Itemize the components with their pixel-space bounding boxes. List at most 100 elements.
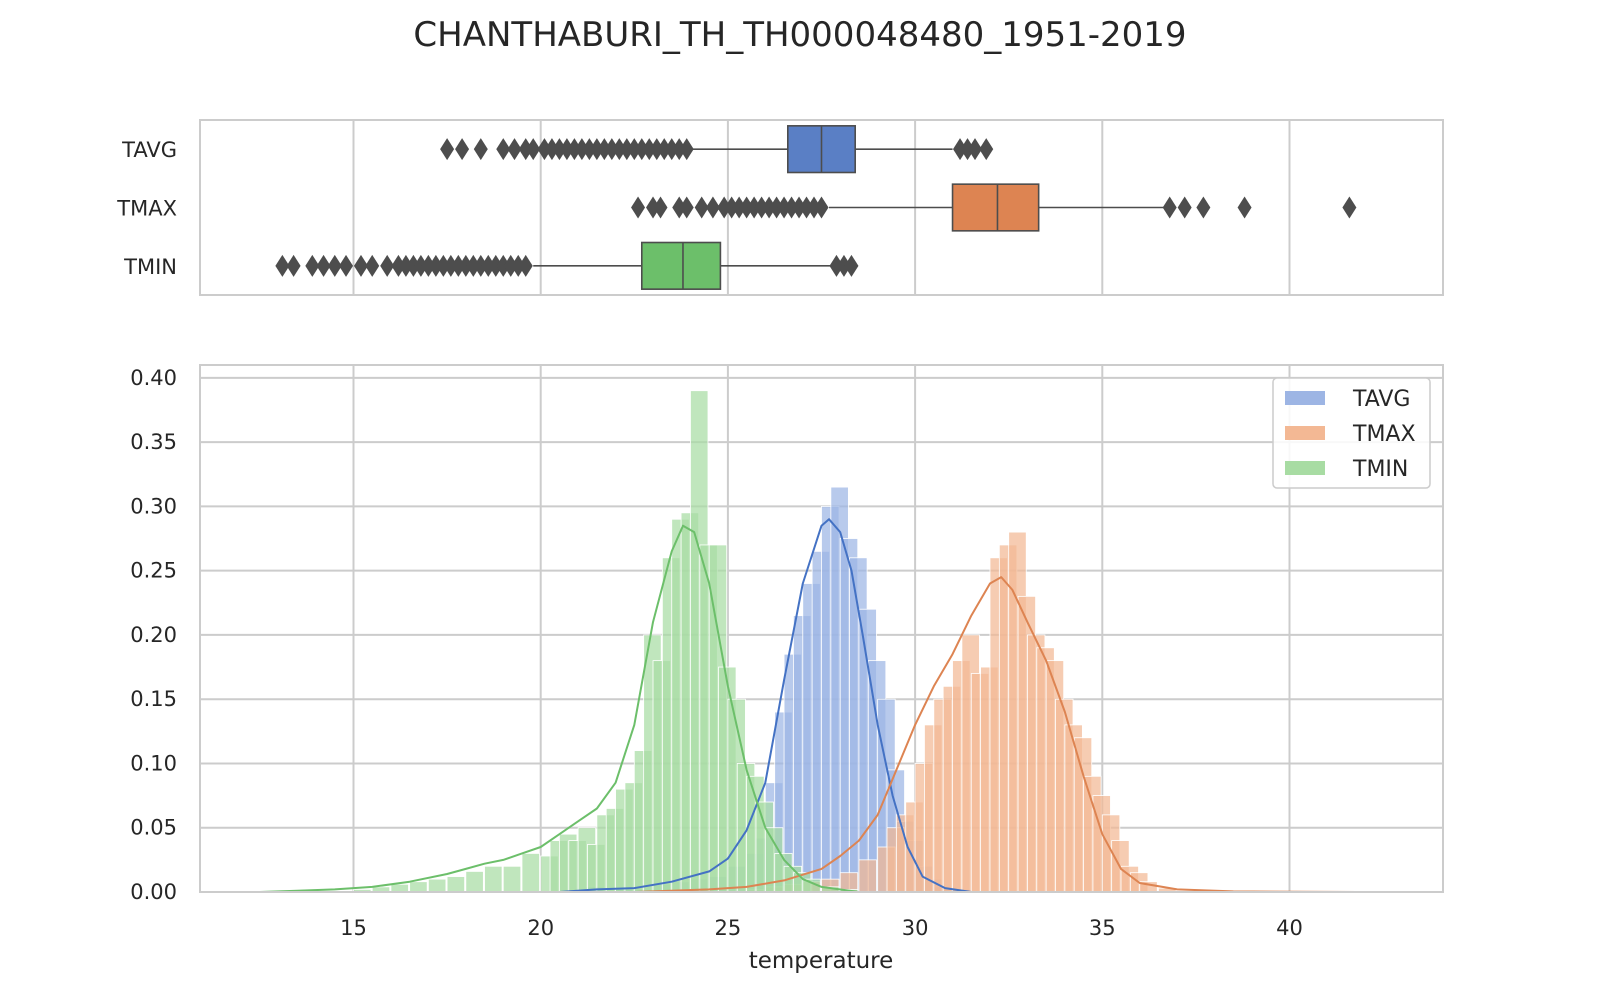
legend-swatch-tavg bbox=[1285, 391, 1325, 405]
outlier-marker bbox=[960, 138, 975, 161]
outlier-marker bbox=[440, 138, 455, 161]
boxplot-panel: TAVG TMAX TMIN bbox=[116, 119, 1444, 296]
outlier-marker bbox=[327, 254, 342, 277]
outlier-marker bbox=[642, 138, 657, 161]
outlier-marker bbox=[762, 196, 777, 219]
x-tick-label: 20 bbox=[527, 916, 554, 940]
histogram-bar-tmin bbox=[446, 876, 466, 893]
outlier-marker bbox=[732, 196, 747, 219]
x-tick-label: 40 bbox=[1276, 916, 1303, 940]
outlier-marker bbox=[829, 254, 844, 277]
outlier-marker bbox=[488, 254, 503, 277]
outlier-marker bbox=[784, 196, 799, 219]
box-iqr bbox=[951, 183, 1040, 232]
outlier-marker bbox=[1196, 196, 1211, 219]
x-tick-label: 35 bbox=[1089, 916, 1116, 940]
outlier-marker bbox=[507, 138, 522, 161]
outlier-marker bbox=[466, 254, 481, 277]
legend-frame bbox=[1272, 377, 1431, 489]
outlier-marker bbox=[567, 138, 582, 161]
outlier-marker bbox=[799, 196, 814, 219]
outlier-marker bbox=[455, 138, 470, 161]
histogram-kde-lines bbox=[259, 518, 1357, 893]
outlier-marker bbox=[339, 254, 354, 277]
boxplot-tmax bbox=[631, 183, 1357, 232]
outlier-marker bbox=[619, 138, 634, 161]
outlier-marker bbox=[443, 254, 458, 277]
outlier-marker bbox=[496, 138, 511, 161]
outlier-marker bbox=[597, 138, 612, 161]
outlier-marker bbox=[604, 138, 619, 161]
boxplot-label-tavg: TAVG bbox=[121, 138, 177, 162]
histogram-bar-tmin bbox=[484, 865, 503, 893]
outlier-marker bbox=[398, 254, 413, 277]
outlier-marker bbox=[1237, 196, 1252, 219]
outlier-marker bbox=[1162, 196, 1177, 219]
outlier-marker bbox=[589, 138, 604, 161]
kde-line-tmax bbox=[634, 576, 1357, 893]
boxplot-label-tmax: TMAX bbox=[116, 197, 177, 221]
outlier-marker bbox=[436, 254, 451, 277]
outlier-marker bbox=[754, 196, 769, 219]
outlier-marker bbox=[559, 138, 574, 161]
kde-line-tavg bbox=[559, 518, 972, 893]
legend: TAVG TMAX TMIN bbox=[1272, 377, 1431, 489]
histogram-bar-tmin bbox=[465, 871, 484, 893]
outlier-marker bbox=[511, 254, 526, 277]
legend-label-tmin: TMIN bbox=[1352, 457, 1408, 482]
outlier-marker bbox=[365, 254, 380, 277]
y-tick-label: 0.00 bbox=[130, 880, 177, 904]
outlier-marker bbox=[769, 196, 784, 219]
legend-label-tmax: TMAX bbox=[1352, 422, 1416, 447]
y-tick-label: 0.35 bbox=[130, 430, 177, 454]
outlier-marker bbox=[451, 254, 466, 277]
boxplot-tmin bbox=[275, 241, 859, 290]
outlier-marker bbox=[717, 196, 732, 219]
outlier-marker bbox=[679, 138, 694, 161]
boxplot-tavg bbox=[440, 125, 994, 174]
box-iqr bbox=[640, 241, 722, 290]
outlier-marker bbox=[672, 196, 687, 219]
outlier-marker bbox=[653, 196, 668, 219]
boxplot-category-labels: TAVG TMAX TMIN bbox=[116, 138, 177, 279]
outlier-marker bbox=[526, 138, 541, 161]
x-tick-label: 25 bbox=[715, 916, 742, 940]
outlier-marker bbox=[968, 138, 983, 161]
outlier-marker bbox=[413, 254, 428, 277]
outlier-marker bbox=[792, 196, 807, 219]
outlier-marker bbox=[844, 254, 859, 277]
outlier-marker bbox=[694, 196, 709, 219]
outlier-marker bbox=[777, 196, 792, 219]
outlier-marker bbox=[544, 138, 559, 161]
outlier-marker bbox=[646, 196, 661, 219]
y-tick-label: 0.40 bbox=[130, 366, 177, 390]
histogram-bar-tmin bbox=[390, 883, 409, 893]
y-tick-label: 0.10 bbox=[130, 751, 177, 775]
outlier-marker bbox=[458, 254, 473, 277]
outlier-marker bbox=[582, 138, 597, 161]
x-tick-labels: 15 20 25 30 35 40 bbox=[340, 916, 1303, 940]
outlier-marker bbox=[353, 254, 368, 277]
y-tick-label: 0.05 bbox=[130, 816, 177, 840]
boxplot-label-tmin: TMIN bbox=[123, 255, 177, 279]
outlier-marker bbox=[316, 254, 331, 277]
outlier-marker bbox=[631, 196, 646, 219]
outlier-marker bbox=[979, 138, 994, 161]
histogram-bar-tmin bbox=[502, 865, 522, 893]
histogram-bar-tmin bbox=[427, 878, 447, 893]
outlier-marker bbox=[473, 254, 488, 277]
legend-swatch-tmin bbox=[1285, 461, 1325, 475]
outlier-marker bbox=[305, 254, 320, 277]
outlier-marker bbox=[286, 254, 301, 277]
outlier-marker bbox=[518, 254, 533, 277]
outlier-marker bbox=[503, 254, 518, 277]
outlier-marker bbox=[428, 254, 443, 277]
outlier-marker bbox=[496, 254, 511, 277]
outlier-marker bbox=[672, 138, 687, 161]
kde-line-tmin bbox=[259, 524, 860, 893]
outlier-marker bbox=[627, 138, 642, 161]
outlier-marker bbox=[705, 196, 720, 219]
boxplot-marks bbox=[275, 125, 1357, 290]
outlier-marker bbox=[739, 196, 754, 219]
outlier-marker bbox=[421, 254, 436, 277]
